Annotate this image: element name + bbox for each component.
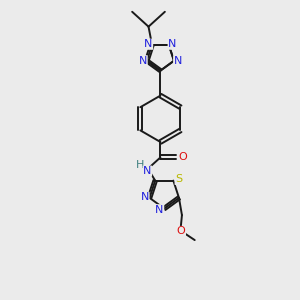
Text: H: H bbox=[135, 160, 144, 170]
Text: N: N bbox=[141, 192, 149, 202]
Text: N: N bbox=[139, 56, 147, 66]
Text: O: O bbox=[178, 152, 187, 162]
Text: N: N bbox=[168, 39, 176, 49]
Text: S: S bbox=[175, 174, 182, 184]
Text: N: N bbox=[144, 39, 153, 49]
Text: N: N bbox=[155, 205, 164, 215]
Text: N: N bbox=[143, 166, 152, 176]
Text: N: N bbox=[174, 56, 182, 66]
Text: O: O bbox=[177, 226, 185, 236]
